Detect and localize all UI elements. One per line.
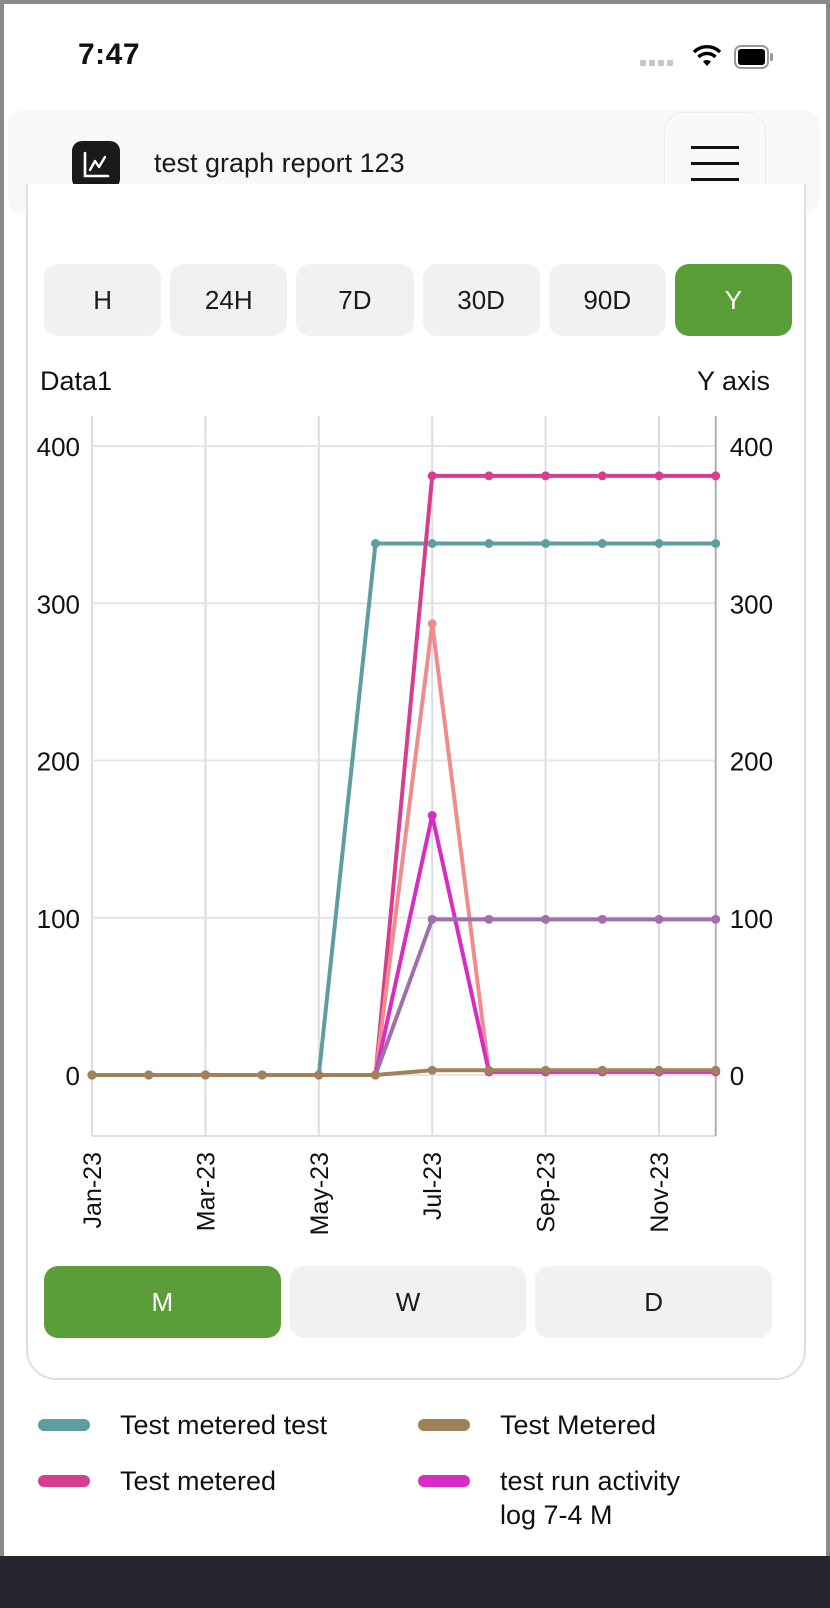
svg-text:0: 0 <box>66 1061 80 1091</box>
legend-swatch <box>418 1475 470 1487</box>
svg-text:0: 0 <box>730 1061 744 1091</box>
legend-swatch <box>38 1475 90 1487</box>
legend-label: Test Metered <box>500 1410 657 1440</box>
svg-text:Jul-23: Jul-23 <box>419 1152 447 1220</box>
legend-label: test run activity log 7-4 M <box>500 1466 681 1530</box>
svg-text:Jan-23: Jan-23 <box>79 1152 107 1228</box>
svg-text:400: 400 <box>730 432 773 462</box>
svg-text:200: 200 <box>730 747 773 777</box>
legend-swatch <box>418 1419 470 1431</box>
hamburger-line <box>691 177 739 181</box>
granularity-button-month[interactable]: M <box>44 1266 281 1338</box>
svg-text:300: 300 <box>37 589 80 619</box>
svg-text:300: 300 <box>730 589 773 619</box>
svg-text:400: 400 <box>37 432 80 462</box>
legend-item[interactable]: test run activity log 7-4 M <box>418 1464 720 1532</box>
svg-text:Sep-23: Sep-23 <box>533 1152 561 1233</box>
chart-card <box>26 184 806 1380</box>
legend-item[interactable]: Test metered <box>38 1464 276 1498</box>
range-button-90d[interactable]: 90D <box>548 264 666 336</box>
status-bar: 7:47 <box>4 4 826 104</box>
svg-text:100: 100 <box>37 904 80 934</box>
range-button-24h[interactable]: 24H <box>170 264 288 336</box>
wifi-icon <box>692 45 722 66</box>
left-axis-title: Data1 <box>40 366 113 396</box>
battery-icon <box>734 45 773 69</box>
legend-label: Test metered <box>120 1466 277 1496</box>
page-title: test graph report 123 <box>154 148 405 178</box>
right-axis-title: Y axis <box>696 366 770 396</box>
legend-item[interactable]: Test metered test <box>38 1408 327 1442</box>
legend-swatch <box>38 1419 90 1431</box>
status-time: 7:47 <box>78 38 141 71</box>
range-button-y[interactable]: Y <box>674 264 793 336</box>
hamburger-menu-icon <box>691 145 739 149</box>
granularity-selector: M W D <box>44 1266 773 1338</box>
range-button-h[interactable]: H <box>44 264 162 336</box>
app-screen: 7:47 test graph report 123 H 2 <box>4 4 826 1608</box>
signal-dots-icon <box>640 60 673 66</box>
svg-text:Nov-23: Nov-23 <box>646 1152 674 1233</box>
svg-text:200: 200 <box>37 747 80 777</box>
range-button-30d[interactable]: 30D <box>422 264 540 336</box>
granularity-button-day[interactable]: D <box>535 1266 773 1338</box>
svg-text:Mar-23: Mar-23 <box>192 1152 220 1231</box>
hamburger-line <box>691 161 739 165</box>
legend-item[interactable]: Test Metered <box>418 1408 656 1442</box>
legend-label: Test metered test <box>120 1410 328 1440</box>
range-button-7d[interactable]: 7D <box>296 264 414 336</box>
bottom-bar <box>0 1556 830 1608</box>
svg-text:May-23: May-23 <box>306 1152 334 1235</box>
line-chart[interactable]: 0 0 100 100 200 200 300 300 400 400 Jan-23 Mar-23 Ma… <box>4 404 826 1264</box>
time-range-selector: H 24H 7D 30D 90D Y <box>44 264 793 336</box>
svg-text:100: 100 <box>730 904 773 934</box>
granularity-button-week[interactable]: W <box>289 1266 527 1338</box>
line-chart-icon <box>72 141 120 189</box>
